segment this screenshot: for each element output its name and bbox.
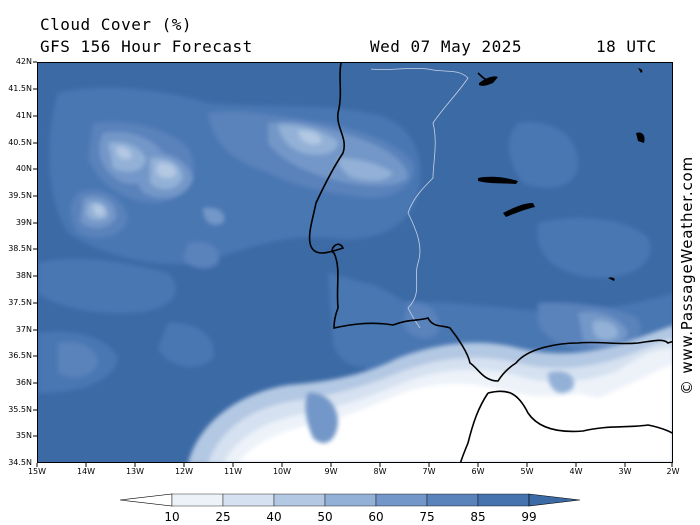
lat-label: 35N <box>15 431 32 440</box>
lat-label: 40.5N <box>8 138 32 147</box>
lat-label: 39N <box>15 218 32 227</box>
chart-title: Cloud Cover (%) <box>40 15 192 34</box>
lat-label: 41.5N <box>8 84 32 93</box>
forecast-time: 18 UTC <box>596 37 657 56</box>
lat-label: 42N <box>15 57 32 66</box>
colorbar-label: 85 <box>470 510 486 524</box>
colorbar-label: 40 <box>266 510 282 524</box>
colorbar-label: 99 <box>521 510 537 524</box>
lon-label: 9W <box>324 467 338 476</box>
lat-label: 39.5N <box>8 191 32 200</box>
lon-label: 12W <box>174 467 194 476</box>
lat-label: 38.5N <box>8 244 32 253</box>
lon-label: 13W <box>125 467 145 476</box>
lon-label: 6W <box>471 467 485 476</box>
lon-label: 3W <box>618 467 632 476</box>
lat-label: 38N <box>15 271 32 280</box>
lat-label: 40N <box>15 164 32 173</box>
colorbar-label: 75 <box>419 510 435 524</box>
forecast-date: Wed 07 May 2025 <box>370 37 522 56</box>
colorbar-label: 10 <box>164 510 180 524</box>
cloud-cover-map[interactable] <box>37 62 673 463</box>
forecast-subtitle: GFS 156 Hour Forecast <box>40 37 253 56</box>
colorbar-label: 25 <box>215 510 231 524</box>
lon-label: 8W <box>373 467 387 476</box>
lon-label: 11W <box>223 467 243 476</box>
colorbar <box>119 493 581 507</box>
lat-label: 41N <box>15 111 32 120</box>
lat-label: 37.5N <box>8 298 32 307</box>
islands <box>478 68 645 281</box>
lat-label: 36N <box>15 378 32 387</box>
lon-label: 7W <box>422 467 436 476</box>
lat-label: 34.5N <box>8 458 32 467</box>
colorbar-label: 60 <box>368 510 384 524</box>
lat-label: 36.5N <box>8 351 32 360</box>
colorbar-label: 50 <box>317 510 333 524</box>
lat-label: 37N <box>15 325 32 334</box>
lon-label: 4W <box>569 467 583 476</box>
lat-label: 35.5N <box>8 405 32 414</box>
copyright-credit: © www.PassageWeather.com <box>678 156 696 395</box>
lon-label: 2W <box>666 467 680 476</box>
lon-label: 14W <box>76 467 96 476</box>
cloud-field <box>38 63 672 462</box>
lon-label: 15W <box>27 467 47 476</box>
lon-label: 10W <box>272 467 292 476</box>
lon-label: 5W <box>520 467 534 476</box>
